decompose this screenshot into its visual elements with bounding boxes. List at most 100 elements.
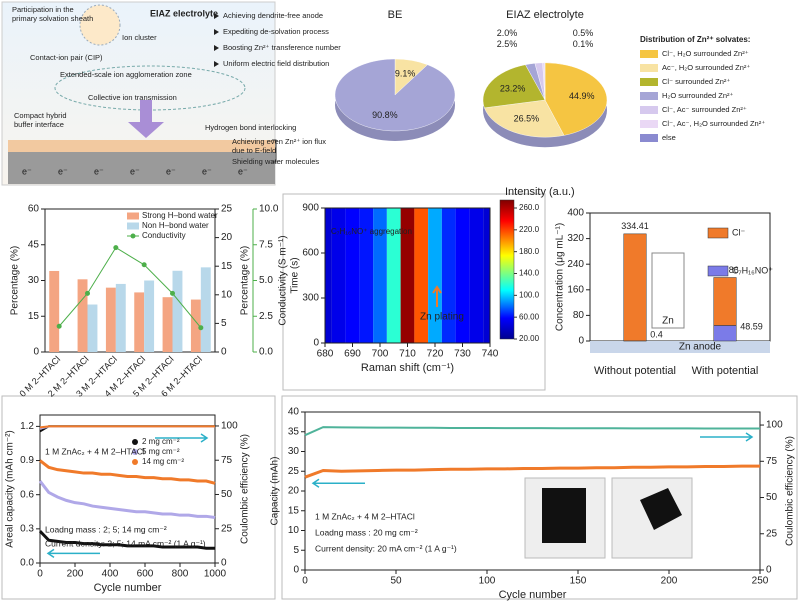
y-tick-label: 0.0 bbox=[20, 558, 34, 569]
y3-tick-label: 2.5 bbox=[259, 311, 273, 322]
heat-column bbox=[386, 208, 401, 343]
bullet-marker bbox=[214, 45, 219, 51]
schematic-label: Participation in the bbox=[12, 5, 74, 14]
point bbox=[198, 325, 204, 331]
x-tick-label: 400 bbox=[102, 569, 119, 580]
annotation: Zn anode bbox=[679, 342, 722, 353]
y-axis-label: Percentage (%) bbox=[10, 246, 21, 315]
bar bbox=[87, 304, 98, 352]
legend-label: Strong H–bond water bbox=[142, 211, 218, 220]
y2-tick-label: 25 bbox=[221, 204, 233, 215]
x-tick-label: 0 bbox=[37, 569, 43, 580]
x-tick-label: 200 bbox=[67, 569, 84, 580]
y-tick-label: 900 bbox=[302, 203, 319, 214]
x-tick-label: 730 bbox=[454, 349, 471, 360]
legend-label: C₇H₁₆NO⁺ bbox=[732, 265, 773, 275]
annotation: Zn bbox=[662, 316, 674, 327]
y2-tick-label: 0 bbox=[221, 347, 227, 358]
legend-label: 14 mg cm⁻² bbox=[142, 457, 184, 466]
inset-frame bbox=[651, 252, 685, 329]
y2-tick-label: 0 bbox=[221, 558, 227, 569]
pie-value-label: 44.9% bbox=[569, 91, 595, 101]
electron-label: e⁻ bbox=[166, 166, 176, 176]
colorbar-tick-label: 220.0 bbox=[519, 225, 540, 234]
y-tick-label: 160 bbox=[567, 284, 584, 295]
bullet-marker bbox=[214, 13, 219, 19]
legend-label: else bbox=[662, 133, 676, 142]
y-tick-label: 10 bbox=[288, 525, 300, 536]
y-tick-label: 400 bbox=[567, 208, 584, 219]
y-tick-label: 30 bbox=[288, 446, 300, 457]
x-tick-label: 600 bbox=[137, 569, 154, 580]
pie-value-label: 2.0% bbox=[497, 28, 518, 38]
bar bbox=[49, 270, 60, 352]
legend-label: Conductivity bbox=[142, 231, 186, 240]
x-tick-label: 0 bbox=[302, 576, 308, 587]
y-axis-label: Capacity (mAh) bbox=[270, 457, 281, 526]
schematic-label: due to E-field bbox=[232, 146, 276, 155]
legend-label: Cl⁻, Ac⁻ surrounded Zn²⁺ bbox=[662, 105, 747, 114]
x-tick-label: 1000 bbox=[204, 569, 227, 580]
heat-column bbox=[469, 208, 484, 343]
x-axis-label: Cycle number bbox=[94, 582, 162, 594]
y2-tick-label: 20 bbox=[221, 232, 233, 243]
x-tick-label: 200 bbox=[661, 576, 678, 587]
legend-label: 5 mg cm⁻² bbox=[142, 447, 180, 456]
heat-column bbox=[455, 208, 470, 343]
bar bbox=[134, 292, 145, 352]
battery-photo bbox=[640, 488, 682, 530]
x-tick-label: 690 bbox=[344, 349, 361, 360]
annotation: Current density: 2; 5; 14 mA cm⁻² (1 A g… bbox=[45, 538, 206, 548]
schematic-label: Shielding water molecules bbox=[232, 157, 319, 166]
interface-layer bbox=[8, 140, 275, 152]
x-axis-label: Cycle number bbox=[499, 589, 567, 601]
zn-electrode bbox=[8, 152, 275, 184]
y2-tick-label: 75 bbox=[221, 455, 233, 466]
pie-value-label: 0.5% bbox=[573, 28, 594, 38]
line bbox=[58, 246, 202, 329]
y-axis-label: Time (s) bbox=[290, 257, 301, 293]
legend-swatch bbox=[640, 64, 658, 72]
legend-swatch bbox=[640, 78, 658, 86]
x-tick-label: 710 bbox=[399, 349, 416, 360]
plot-frame bbox=[39, 414, 216, 564]
x-tick-label: With potential bbox=[692, 365, 759, 377]
heat-column bbox=[414, 208, 429, 343]
y-tick-label: 15 bbox=[288, 505, 300, 516]
line bbox=[39, 459, 216, 485]
bullet: Expediting de-solvation process bbox=[223, 27, 329, 36]
schematic-label: Ion cluster bbox=[122, 33, 157, 42]
y3-tick-label: 10.0 bbox=[259, 204, 279, 215]
heat-column bbox=[428, 208, 442, 343]
colorbar-tick-label: 260.0 bbox=[519, 203, 540, 212]
brace bbox=[272, 139, 277, 163]
bullet: Uniform electric field distribution bbox=[223, 59, 329, 68]
y-tick-label: 15 bbox=[28, 311, 40, 322]
legend-marker bbox=[132, 449, 138, 455]
bar bbox=[172, 270, 183, 352]
heat-column bbox=[373, 208, 387, 343]
x-tick-label: 720 bbox=[427, 349, 444, 360]
y2-tick-label: 100 bbox=[221, 421, 238, 432]
legend-swatch bbox=[707, 227, 729, 239]
legend-swatch bbox=[640, 50, 658, 58]
legend-label: Non H–bond water bbox=[142, 221, 209, 230]
battery-photo bbox=[542, 488, 586, 543]
y2-tick-label: 5 bbox=[221, 318, 227, 329]
legend-label: Cl⁻, Ac⁻, H₂O surrounded Zn²⁺ bbox=[662, 119, 765, 128]
x-tick-label: 800 bbox=[172, 569, 189, 580]
schematic-label: buffer interface bbox=[14, 120, 64, 129]
bullet-marker bbox=[214, 61, 219, 67]
colorbar-label: Intensity (a.u.) bbox=[505, 186, 575, 198]
y-tick-label: 60 bbox=[28, 204, 40, 215]
y2-tick-label: 50 bbox=[766, 492, 778, 503]
y3-tick-label: 7.5 bbox=[259, 239, 273, 250]
y2-tick-label: 100 bbox=[766, 420, 783, 431]
y-tick-label: 0.6 bbox=[20, 489, 34, 500]
point bbox=[85, 290, 90, 296]
y2-tick-label: 15 bbox=[221, 261, 233, 272]
heat-column bbox=[400, 208, 415, 343]
point bbox=[113, 245, 119, 251]
y2-tick-label: 50 bbox=[221, 489, 233, 500]
schematic-label: Hydrogen bond interlocking bbox=[205, 123, 296, 132]
